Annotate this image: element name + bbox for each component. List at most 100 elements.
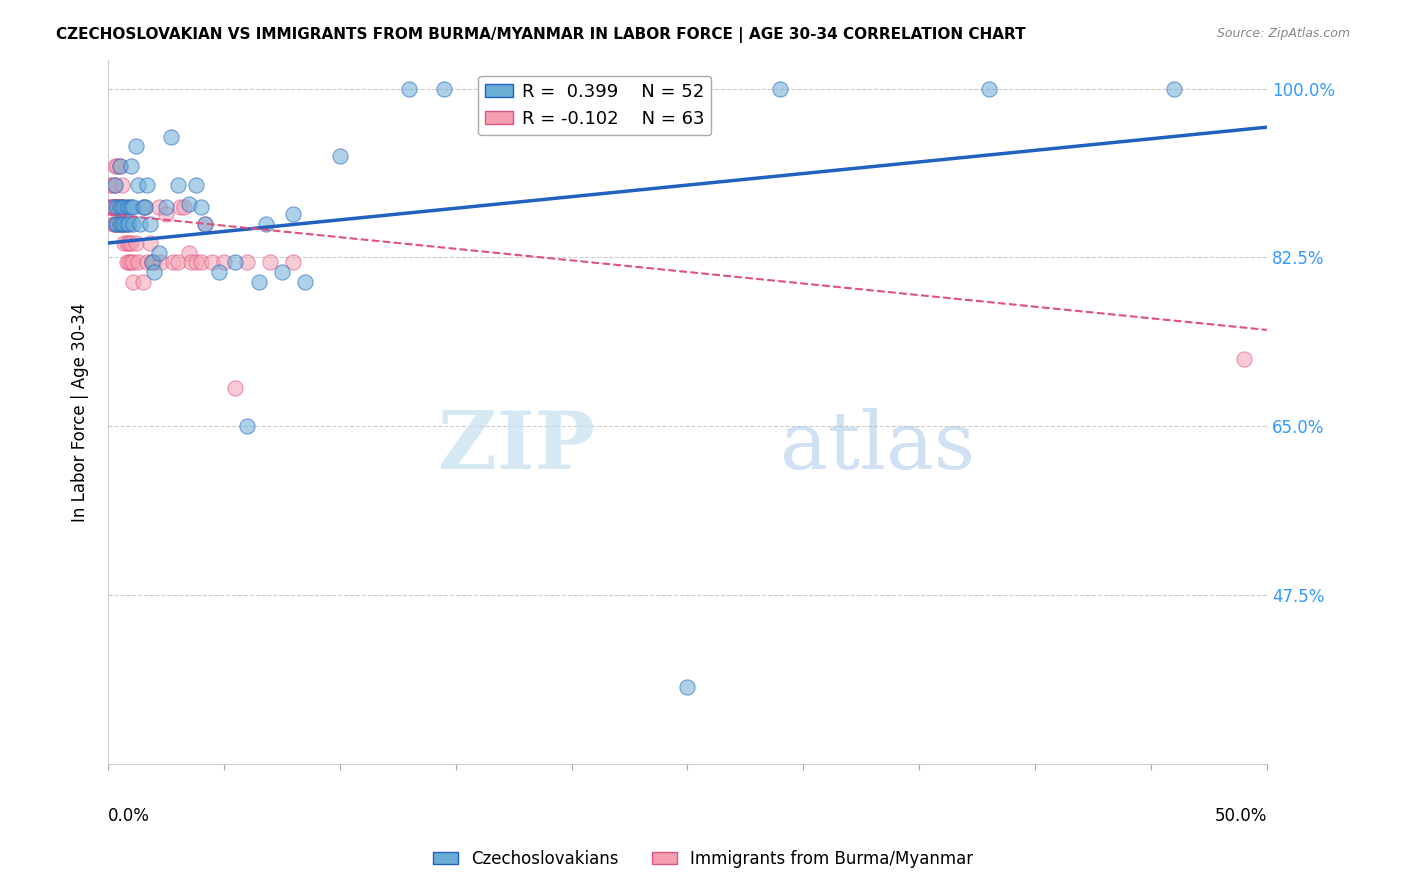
Point	[104, 200, 127, 214]
Point	[190, 255, 212, 269]
Point	[247, 275, 270, 289]
Point	[194, 217, 217, 231]
Point	[136, 178, 159, 192]
Point	[166, 178, 188, 192]
Point	[179, 245, 201, 260]
Point	[115, 217, 138, 231]
Point	[184, 255, 207, 269]
Point	[194, 217, 217, 231]
Point	[141, 255, 163, 269]
Point	[111, 178, 134, 192]
Point	[148, 200, 170, 214]
Point	[138, 235, 160, 250]
Point	[180, 255, 202, 269]
Point	[104, 217, 127, 231]
Point	[104, 200, 127, 214]
Point	[236, 255, 259, 269]
Point	[118, 217, 141, 231]
Text: CZECHOSLOVAKIAN VS IMMIGRANTS FROM BURMA/MYANMAR IN LABOR FORCE | AGE 30-34 CORR: CZECHOSLOVAKIAN VS IMMIGRANTS FROM BURMA…	[56, 27, 1026, 43]
Point	[676, 680, 699, 694]
Point	[129, 217, 152, 231]
Point	[111, 217, 134, 231]
Point	[398, 81, 420, 95]
Point	[115, 200, 138, 214]
Point	[104, 178, 127, 192]
Point	[111, 217, 134, 231]
Point	[108, 159, 131, 173]
Point	[184, 178, 207, 192]
Point	[104, 159, 127, 173]
Point	[122, 275, 145, 289]
Text: 0.0%: 0.0%	[108, 806, 150, 824]
Point	[150, 255, 173, 269]
Text: Source: ZipAtlas.com: Source: ZipAtlas.com	[1216, 27, 1350, 40]
Point	[125, 235, 148, 250]
Point	[105, 200, 128, 214]
Point	[294, 275, 316, 289]
Point	[125, 139, 148, 153]
Point	[120, 200, 142, 214]
Point	[283, 255, 305, 269]
Point	[159, 129, 181, 144]
Point	[101, 217, 124, 231]
Point	[118, 255, 141, 269]
Point	[155, 207, 177, 221]
Y-axis label: In Labor Force | Age 30-34: In Labor Force | Age 30-34	[72, 302, 89, 522]
Point	[108, 200, 131, 214]
Point	[224, 255, 246, 269]
Point	[166, 255, 188, 269]
Point	[112, 200, 135, 214]
Point	[329, 149, 352, 163]
Point	[190, 200, 212, 214]
Point	[162, 255, 184, 269]
Point	[208, 265, 231, 279]
Point	[118, 235, 141, 250]
Point	[141, 255, 163, 269]
Point	[132, 200, 155, 214]
Point	[101, 200, 124, 214]
Point	[138, 217, 160, 231]
Point	[132, 275, 155, 289]
Point	[101, 200, 124, 214]
Point	[105, 217, 128, 231]
Point	[105, 200, 128, 214]
Point	[155, 200, 177, 214]
Point	[111, 200, 134, 214]
Point	[120, 255, 142, 269]
Point	[201, 255, 224, 269]
Point	[120, 159, 142, 173]
Point	[173, 200, 195, 214]
Point	[270, 265, 292, 279]
Point	[101, 178, 124, 192]
Point	[769, 81, 792, 95]
Point	[283, 207, 305, 221]
Point	[1163, 81, 1185, 95]
Point	[104, 178, 127, 192]
Point	[127, 178, 149, 192]
Point	[112, 200, 135, 214]
Text: ZIP: ZIP	[437, 409, 595, 486]
Point	[224, 381, 246, 395]
Legend: R =  0.399    N = 52, R = -0.102    N = 63: R = 0.399 N = 52, R = -0.102 N = 63	[478, 76, 711, 136]
Point	[108, 217, 131, 231]
Point	[108, 217, 131, 231]
Point	[212, 255, 235, 269]
Point	[101, 200, 124, 214]
Point	[108, 200, 131, 214]
Point	[148, 245, 170, 260]
Point	[98, 178, 121, 192]
Point	[105, 217, 128, 231]
Point	[136, 255, 159, 269]
Point	[259, 255, 281, 269]
Point	[236, 419, 259, 434]
Point	[122, 200, 145, 214]
Point	[115, 217, 138, 231]
Point	[127, 255, 149, 269]
Point	[111, 200, 134, 214]
Point	[115, 235, 138, 250]
Point	[1233, 351, 1256, 366]
Point	[104, 200, 127, 214]
Point	[120, 235, 142, 250]
Point	[169, 200, 191, 214]
Point	[433, 81, 456, 95]
